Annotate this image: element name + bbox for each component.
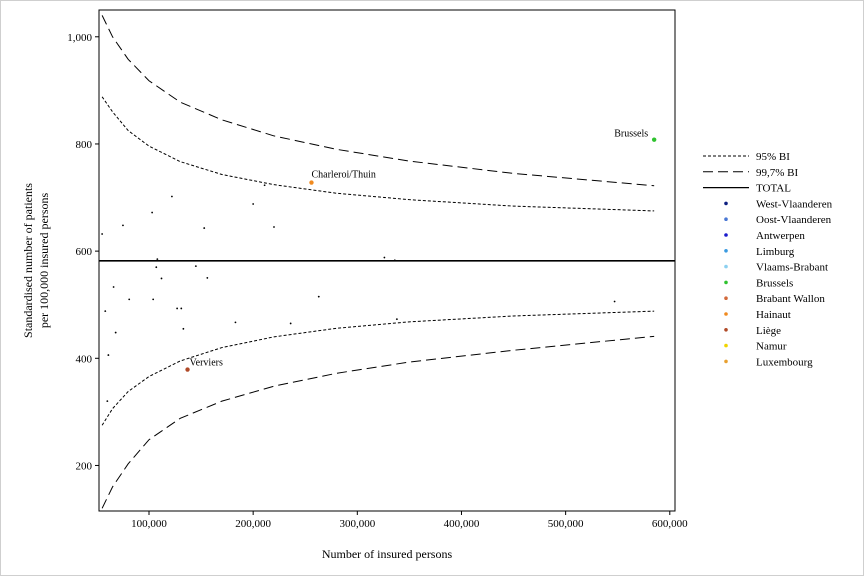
- legend-label: Liège: [756, 325, 781, 337]
- point-annotations: Brussels Charleroi/Thuin Verviers: [190, 129, 649, 369]
- data-point: [180, 307, 183, 310]
- x-tick-label: 500,000: [548, 518, 584, 530]
- y-axis-title-line: per 100,000 insured persons: [37, 193, 51, 329]
- legend-label: 99,7% BI: [756, 167, 799, 179]
- legend-swatch-marker: [724, 343, 728, 348]
- y-axis: 200 400 600 800 1,000: [67, 32, 99, 472]
- data-point: [263, 184, 266, 187]
- y-tick-label: 600: [76, 246, 93, 258]
- legend-swatch-marker: [724, 328, 728, 332]
- x-tick-label: 300,000: [339, 518, 375, 530]
- data-point: [122, 224, 124, 227]
- data-point: [160, 277, 163, 280]
- data-point: [151, 211, 154, 214]
- legend-label: Vlaams-Brabant: [756, 262, 828, 274]
- legend-swatch-marker: [724, 359, 728, 364]
- x-tick-label: 200,000: [235, 518, 271, 530]
- legend-label: West-Vlaanderen: [756, 198, 833, 210]
- data-point: [171, 195, 173, 198]
- y-tick-label: 1,000: [67, 32, 92, 44]
- data-point: [176, 307, 179, 310]
- band-upper-dotted: [101, 96, 655, 212]
- legend-swatch-marker: [724, 217, 728, 221]
- point-annotation: Charleroi/Thuin: [311, 170, 375, 181]
- legend-label: Namur: [756, 341, 787, 353]
- data-point: [106, 400, 109, 403]
- legend: 95% BI 99,7% BI TOTAL West-Vlaanderen Oost-V…: [703, 151, 833, 368]
- data-point: [155, 266, 158, 269]
- data-point: [289, 322, 292, 325]
- data-point: [203, 227, 206, 229]
- legend-label: Limburg: [756, 246, 795, 258]
- data-point: [101, 233, 104, 235]
- data-point: [112, 286, 115, 288]
- y-tick-label: 400: [76, 353, 93, 365]
- data-point: [128, 298, 131, 301]
- data-point: [393, 259, 396, 262]
- data-point: [273, 226, 275, 228]
- data-point: [194, 265, 197, 268]
- point-annotation: Brussels: [614, 129, 648, 140]
- data-point: [234, 321, 237, 324]
- data-points: [101, 137, 657, 403]
- y-tick-label: 800: [76, 139, 93, 151]
- data-point: [152, 298, 155, 301]
- x-tick-label: 600,000: [652, 518, 688, 530]
- legend-label: Hainaut: [756, 309, 791, 321]
- data-point: [182, 327, 185, 330]
- legend-label: Brussels: [756, 277, 793, 289]
- data-point: [114, 331, 117, 334]
- band-lower-dashed: [101, 335, 655, 509]
- band-upper-dashed: [101, 15, 655, 187]
- x-tick-label: 100,000: [131, 518, 167, 530]
- legend-label: TOTAL: [756, 183, 791, 195]
- legend-label: Antwerpen: [756, 230, 805, 242]
- legend-swatch-marker: [724, 280, 728, 285]
- data-point: [613, 300, 616, 303]
- band-lower-dotted: [101, 310, 655, 426]
- legend-label: Luxembourg: [756, 356, 813, 368]
- legend-swatch-marker: [724, 296, 728, 301]
- legend-swatch-marker: [724, 249, 728, 253]
- data-point: [317, 295, 320, 298]
- legend-swatch-marker: [724, 201, 728, 206]
- x-axis-title: Number of insured persons: [322, 547, 453, 561]
- legend-swatch-marker: [724, 312, 728, 316]
- x-tick-label: 400,000: [444, 518, 480, 530]
- data-point: [395, 318, 398, 321]
- data-point: [206, 277, 209, 279]
- legend-label: Oost-Vlaanderen: [756, 214, 832, 226]
- data-point-hainaut: [309, 180, 314, 185]
- data-point: [383, 256, 386, 259]
- y-axis-title: Standardised number of patients per 100,0…: [21, 183, 51, 338]
- confidence-bands: [101, 15, 655, 509]
- data-point-brussels: [651, 137, 657, 142]
- x-axis: 100,000 200,000 300,000 400,000 500,000 600,0…: [131, 511, 688, 530]
- y-tick-label: 200: [76, 460, 93, 472]
- data-point: [104, 310, 107, 313]
- legend-label: Brabant Wallon: [756, 293, 825, 305]
- point-annotation: Verviers: [190, 358, 223, 369]
- y-axis-title-line: Standardised number of patients: [21, 183, 35, 338]
- data-point: [252, 203, 255, 205]
- data-point: [107, 354, 110, 356]
- legend-label: 95% BI: [756, 151, 790, 163]
- legend-swatch-marker: [724, 233, 728, 237]
- data-point: [156, 258, 159, 261]
- legend-swatch-marker: [724, 264, 728, 269]
- data-point-li-ge: [185, 367, 190, 372]
